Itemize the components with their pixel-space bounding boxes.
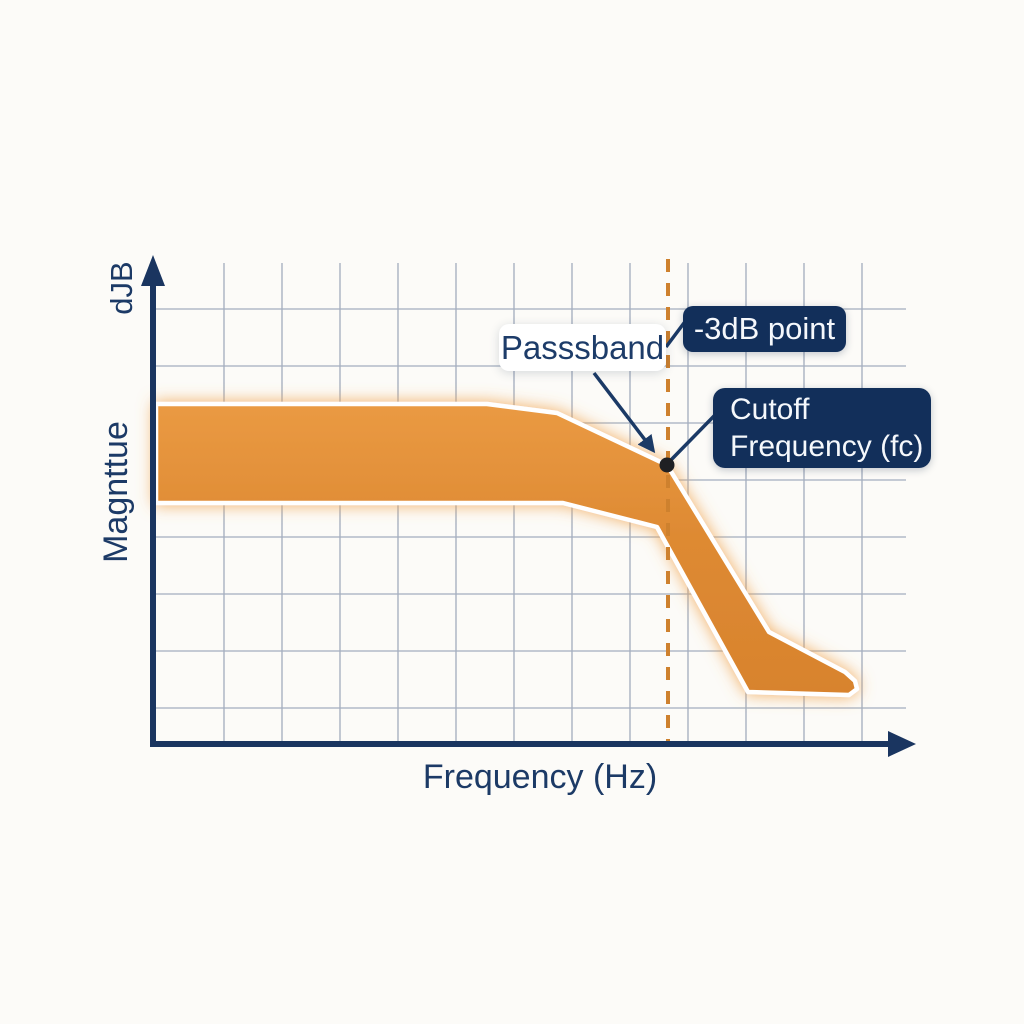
- axes-lines: [150, 279, 893, 747]
- y-axis-arrow-icon: [141, 255, 165, 286]
- passband-arrow: [592, 371, 656, 454]
- y-axis-unit-label: dJB: [104, 261, 139, 315]
- passband-area: [153, 401, 860, 698]
- passband-label: Passsband: [499, 324, 666, 371]
- minus3db-badge: -3dB point: [683, 306, 846, 352]
- cutoff-badge-line2: Frequency (fc): [730, 430, 924, 463]
- passband-polygon: [153, 401, 860, 698]
- x-axis-arrow-icon: [888, 731, 916, 757]
- cutoff-point-dot: [659, 457, 675, 473]
- y-axis-label: Magnttue: [97, 421, 135, 563]
- cutoff-frequency-badge: Cutoff Frequency (fc): [713, 388, 931, 468]
- x-axis-label: Frequency (Hz): [422, 758, 658, 796]
- cutoff-leader-line: [668, 413, 717, 463]
- cutoff-badge-line1: Cutoff: [730, 393, 810, 426]
